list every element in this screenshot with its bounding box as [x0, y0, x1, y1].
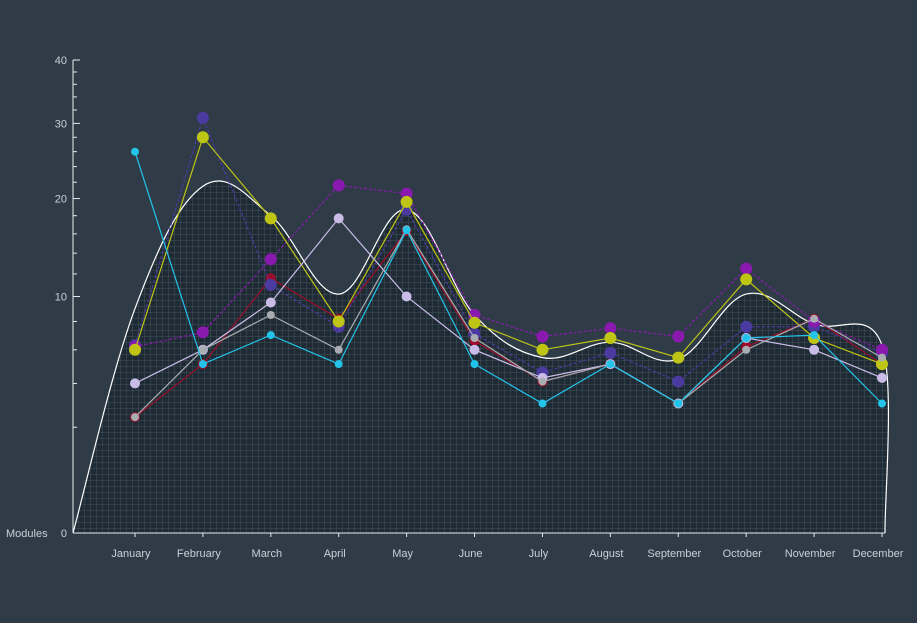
x-tick-label-july: July	[529, 548, 549, 560]
series-5-point-december[interactable]	[877, 372, 887, 383]
series-3-point-july[interactable]	[536, 330, 549, 343]
x-tick-label-november: November	[785, 548, 836, 560]
series-3-point-september[interactable]	[672, 330, 685, 343]
series-3-point-april[interactable]	[332, 179, 345, 192]
series-line-2	[134, 116, 883, 383]
series-5-point-january[interactable]	[130, 378, 140, 389]
series-line-6	[134, 228, 883, 418]
series-2-point-october[interactable]	[740, 320, 753, 333]
x-tick-label-february: February	[177, 548, 222, 560]
series-7-point-july[interactable]	[538, 399, 547, 408]
series-6-point-december[interactable]	[878, 353, 886, 362]
series-3-point-october[interactable]	[740, 262, 753, 275]
x-tick-label-march: March	[252, 548, 283, 560]
series-2-point-february[interactable]	[196, 111, 209, 124]
series-4-point-september[interactable]	[672, 351, 685, 364]
x-tick-label-april: April	[324, 548, 346, 560]
series-6-point-june[interactable]	[470, 334, 479, 342]
series-6-point-january[interactable]	[131, 413, 139, 422]
y-tick-label-30: 30	[55, 118, 67, 130]
series-6-point-july[interactable]	[538, 377, 547, 386]
x-tick-label-october: October	[723, 548, 762, 560]
series-4-point-june[interactable]	[468, 316, 481, 329]
y-tick-label-0: 0	[61, 528, 67, 540]
series-6-point-april[interactable]	[334, 345, 343, 354]
series-3-point-march[interactable]	[264, 253, 277, 266]
x-tick-label-august: August	[589, 548, 623, 560]
series-6-point-november[interactable]	[810, 314, 819, 323]
series-7-point-january[interactable]	[131, 147, 139, 156]
series-4-point-july[interactable]	[536, 343, 549, 356]
series-4-point-march[interactable]	[264, 212, 277, 225]
series-7-point-june[interactable]	[470, 360, 479, 369]
series-3-point-august[interactable]	[604, 322, 617, 335]
series-5-point-march[interactable]	[265, 297, 276, 308]
series-4-point-october[interactable]	[740, 273, 753, 286]
series-7-point-december[interactable]	[878, 399, 886, 408]
series-7-point-april[interactable]	[334, 360, 343, 369]
series-7-point-march[interactable]	[266, 331, 275, 340]
x-tick-label-december: December	[853, 548, 904, 560]
series-7-point-february[interactable]	[198, 360, 207, 369]
x-tick-label-september: September	[647, 548, 701, 560]
series-line-3	[134, 184, 883, 351]
series-6-point-february[interactable]	[198, 345, 207, 354]
series-3-point-february[interactable]	[196, 326, 209, 339]
background-area	[73, 180, 889, 533]
y-tick-label-10: 10	[55, 292, 67, 304]
series-4-point-may[interactable]	[400, 195, 413, 208]
series-4-point-february[interactable]	[196, 131, 209, 144]
series-3-point-december[interactable]	[876, 343, 888, 356]
x-tick-label-june: June	[459, 548, 483, 560]
series-6-point-march[interactable]	[266, 311, 275, 319]
y-tick-label-20: 20	[55, 194, 67, 206]
series-5-point-june[interactable]	[469, 344, 480, 355]
x-tick-label-january: January	[111, 548, 151, 560]
series-5-point-november[interactable]	[809, 344, 820, 355]
series-7-point-may[interactable]	[402, 226, 411, 235]
series-7-point-september[interactable]	[674, 399, 683, 408]
y-axis-label: Modules	[6, 528, 48, 540]
series-line-5	[134, 217, 883, 405]
series-5-point-may[interactable]	[401, 291, 412, 302]
series-7-point-october[interactable]	[742, 334, 751, 342]
series-4-point-august[interactable]	[604, 332, 617, 344]
series-6-point-october[interactable]	[742, 345, 751, 354]
series-2-point-august[interactable]	[604, 346, 617, 359]
series-3-point-may[interactable]	[400, 187, 413, 200]
series-7-point-august[interactable]	[606, 360, 615, 369]
series-4-point-january[interactable]	[129, 343, 141, 356]
series-line-7	[134, 151, 883, 405]
series-5-point-april[interactable]	[333, 213, 344, 224]
series-7-point-november[interactable]	[810, 331, 819, 340]
y-tick-label-40: 40	[55, 55, 67, 67]
x-tick-label-may: May	[392, 548, 413, 560]
series-2-point-march[interactable]	[264, 279, 277, 291]
series-4-point-april[interactable]	[332, 315, 345, 328]
series-line-1	[134, 230, 883, 418]
series-2-point-september[interactable]	[672, 375, 685, 388]
series-line-4	[134, 136, 883, 365]
series-4-point-december[interactable]	[876, 358, 888, 371]
